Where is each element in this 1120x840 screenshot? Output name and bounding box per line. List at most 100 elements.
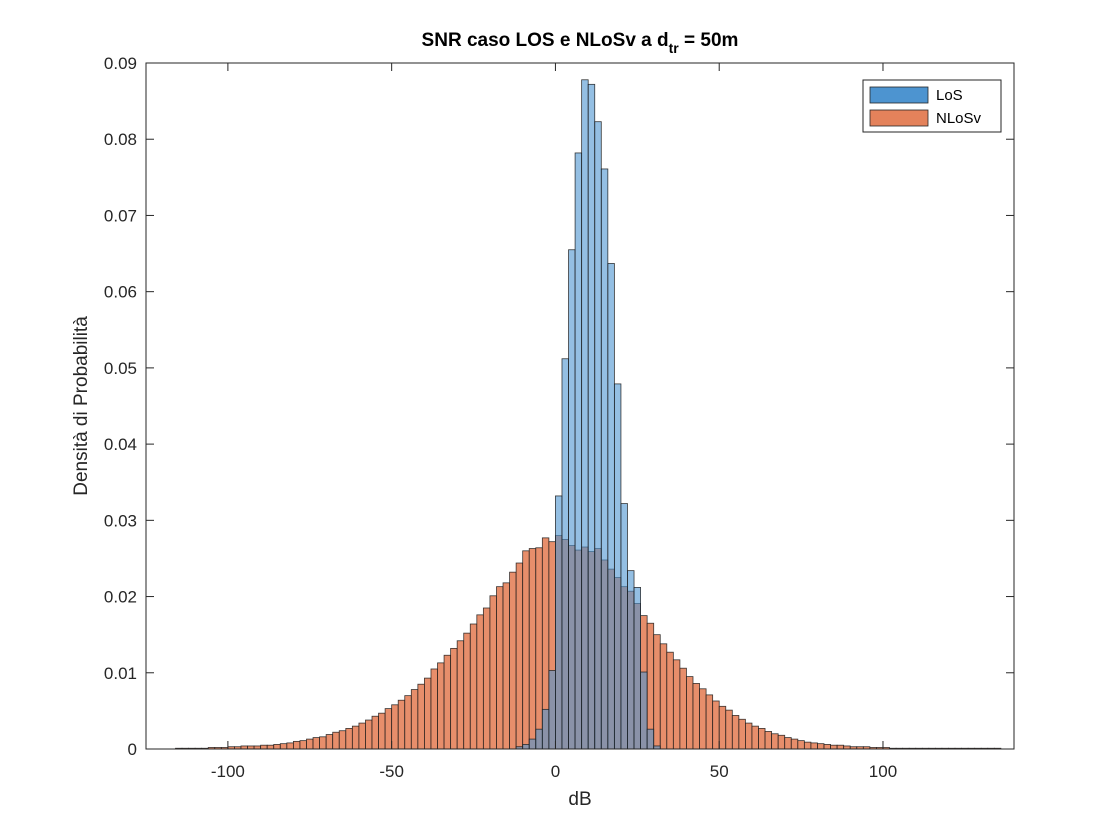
los-bar (607, 263, 615, 750)
y-axis-label: Densità di Probabilità (71, 316, 92, 496)
x-tick-label: 100 (869, 762, 897, 781)
y-tick-label: 0.01 (104, 664, 137, 683)
x-tick-label: 50 (710, 762, 729, 781)
nlosv-bar (410, 689, 419, 750)
los-bar (646, 728, 655, 750)
nlosv-bar (679, 667, 687, 750)
y-tick-label: 0.02 (104, 588, 137, 607)
nlosv-bar (653, 634, 661, 750)
nlosv-bar (371, 715, 379, 750)
legend: LoS NLoSv (862, 79, 1002, 133)
legend-label-nlosv: NLoSv (936, 110, 982, 127)
los-bar (613, 383, 622, 750)
nlosv-bar (450, 647, 458, 750)
nlosv-bar (378, 712, 386, 750)
nlosv-bar (292, 740, 301, 750)
nlosv-bar (666, 651, 674, 750)
nlosv-bar (391, 704, 399, 750)
y-tick-label: 0 (128, 740, 137, 759)
los-bar (561, 358, 569, 750)
y-tick-label: 0.06 (104, 283, 137, 302)
nlosv-bar (306, 738, 314, 750)
y-tick-label: 0.04 (104, 435, 137, 454)
nlosv-bar (771, 733, 779, 750)
legend-swatch-los (869, 86, 929, 104)
nlosv-bar (443, 654, 452, 750)
nlosv-bar (692, 683, 700, 750)
los-bar (600, 168, 609, 750)
nlosv-bar (797, 740, 805, 750)
nlosv-bar (365, 719, 373, 750)
x-tick-label: -50 (379, 762, 404, 781)
nlosv-bar (528, 548, 537, 750)
x-axis-label: dB (568, 789, 591, 810)
y-tick-label: 0.08 (104, 130, 137, 149)
nlosv-bar (535, 547, 543, 750)
nlosv-bar (830, 744, 838, 750)
nlosv-bar (823, 744, 831, 750)
nlosv-bar (738, 718, 746, 750)
nlosv-bar (424, 677, 432, 750)
nlosv-bar (672, 659, 681, 750)
los-bar (528, 738, 537, 750)
nlosv-bar (319, 736, 327, 750)
nlosv-bar (705, 694, 714, 750)
los-bar (522, 744, 530, 750)
legend-label-los: LoS (936, 87, 963, 104)
nlosv-bar (718, 705, 727, 750)
title-main: SNR caso LOS e NLoSv a d (422, 30, 669, 51)
nlosv-bar (338, 730, 347, 750)
axis-ticks: -100 -50 0 50 100 0 0.01 0.02 0.03 0.04 0.05 0.06 0.… (104, 54, 1014, 781)
nlosv-bar (417, 683, 425, 750)
nlosv-bar (784, 737, 792, 750)
nlosv-bar (404, 695, 412, 750)
nlosv-bar (351, 725, 360, 750)
nlosv-bar (817, 743, 825, 750)
nlosv-bar (659, 643, 668, 750)
y-tick-label: 0.03 (104, 511, 137, 530)
nlosv-bar (745, 722, 753, 750)
los-bars (515, 79, 661, 750)
nlosv-bar (476, 614, 484, 750)
nlosv-bar (810, 742, 818, 750)
nlosv-bar (325, 734, 334, 750)
nlosv-bar (260, 744, 268, 750)
nlosv-bar (803, 741, 812, 750)
nlosv-bar (286, 742, 294, 750)
nlosv-bar (332, 731, 340, 750)
nlosv-bar (496, 586, 504, 750)
nlosv-bar (522, 550, 530, 750)
los-bar (581, 79, 589, 750)
nlosv-bar (312, 737, 320, 750)
nlosv-bar (509, 571, 517, 750)
los-bar (541, 708, 550, 750)
los-bar (555, 495, 563, 750)
nlosv-bar (764, 731, 773, 750)
nlosv-bar (358, 722, 366, 750)
los-bar (587, 83, 596, 750)
nlosv-bar (731, 715, 740, 750)
nlosv-bar (836, 744, 845, 750)
nlosv-bar (725, 709, 733, 750)
x-tick-label: 0 (551, 762, 560, 781)
nlosv-bar (489, 595, 497, 750)
nlosv-bar (515, 562, 524, 750)
nlosv-bar (384, 708, 393, 750)
los-bar (627, 570, 635, 750)
los-bar (535, 728, 543, 750)
chart-title: SNR caso LOS e NLoSv a dtr = 50m (422, 30, 739, 56)
y-tick-label: 0.05 (104, 359, 137, 378)
los-bar (620, 503, 628, 750)
nlosv-bar (758, 728, 766, 750)
los-bar (633, 587, 641, 750)
nlosv-bar (712, 700, 720, 750)
x-tick-label: -100 (211, 762, 245, 781)
nlosv-bar (751, 725, 759, 750)
plot-frame (145, 62, 1015, 750)
nlosv-bar (437, 662, 445, 750)
title-suffix: = 50m (679, 30, 739, 51)
nlosv-bar (430, 668, 438, 750)
y-tick-label: 0.09 (104, 54, 137, 73)
nlosv-bar (345, 728, 353, 750)
